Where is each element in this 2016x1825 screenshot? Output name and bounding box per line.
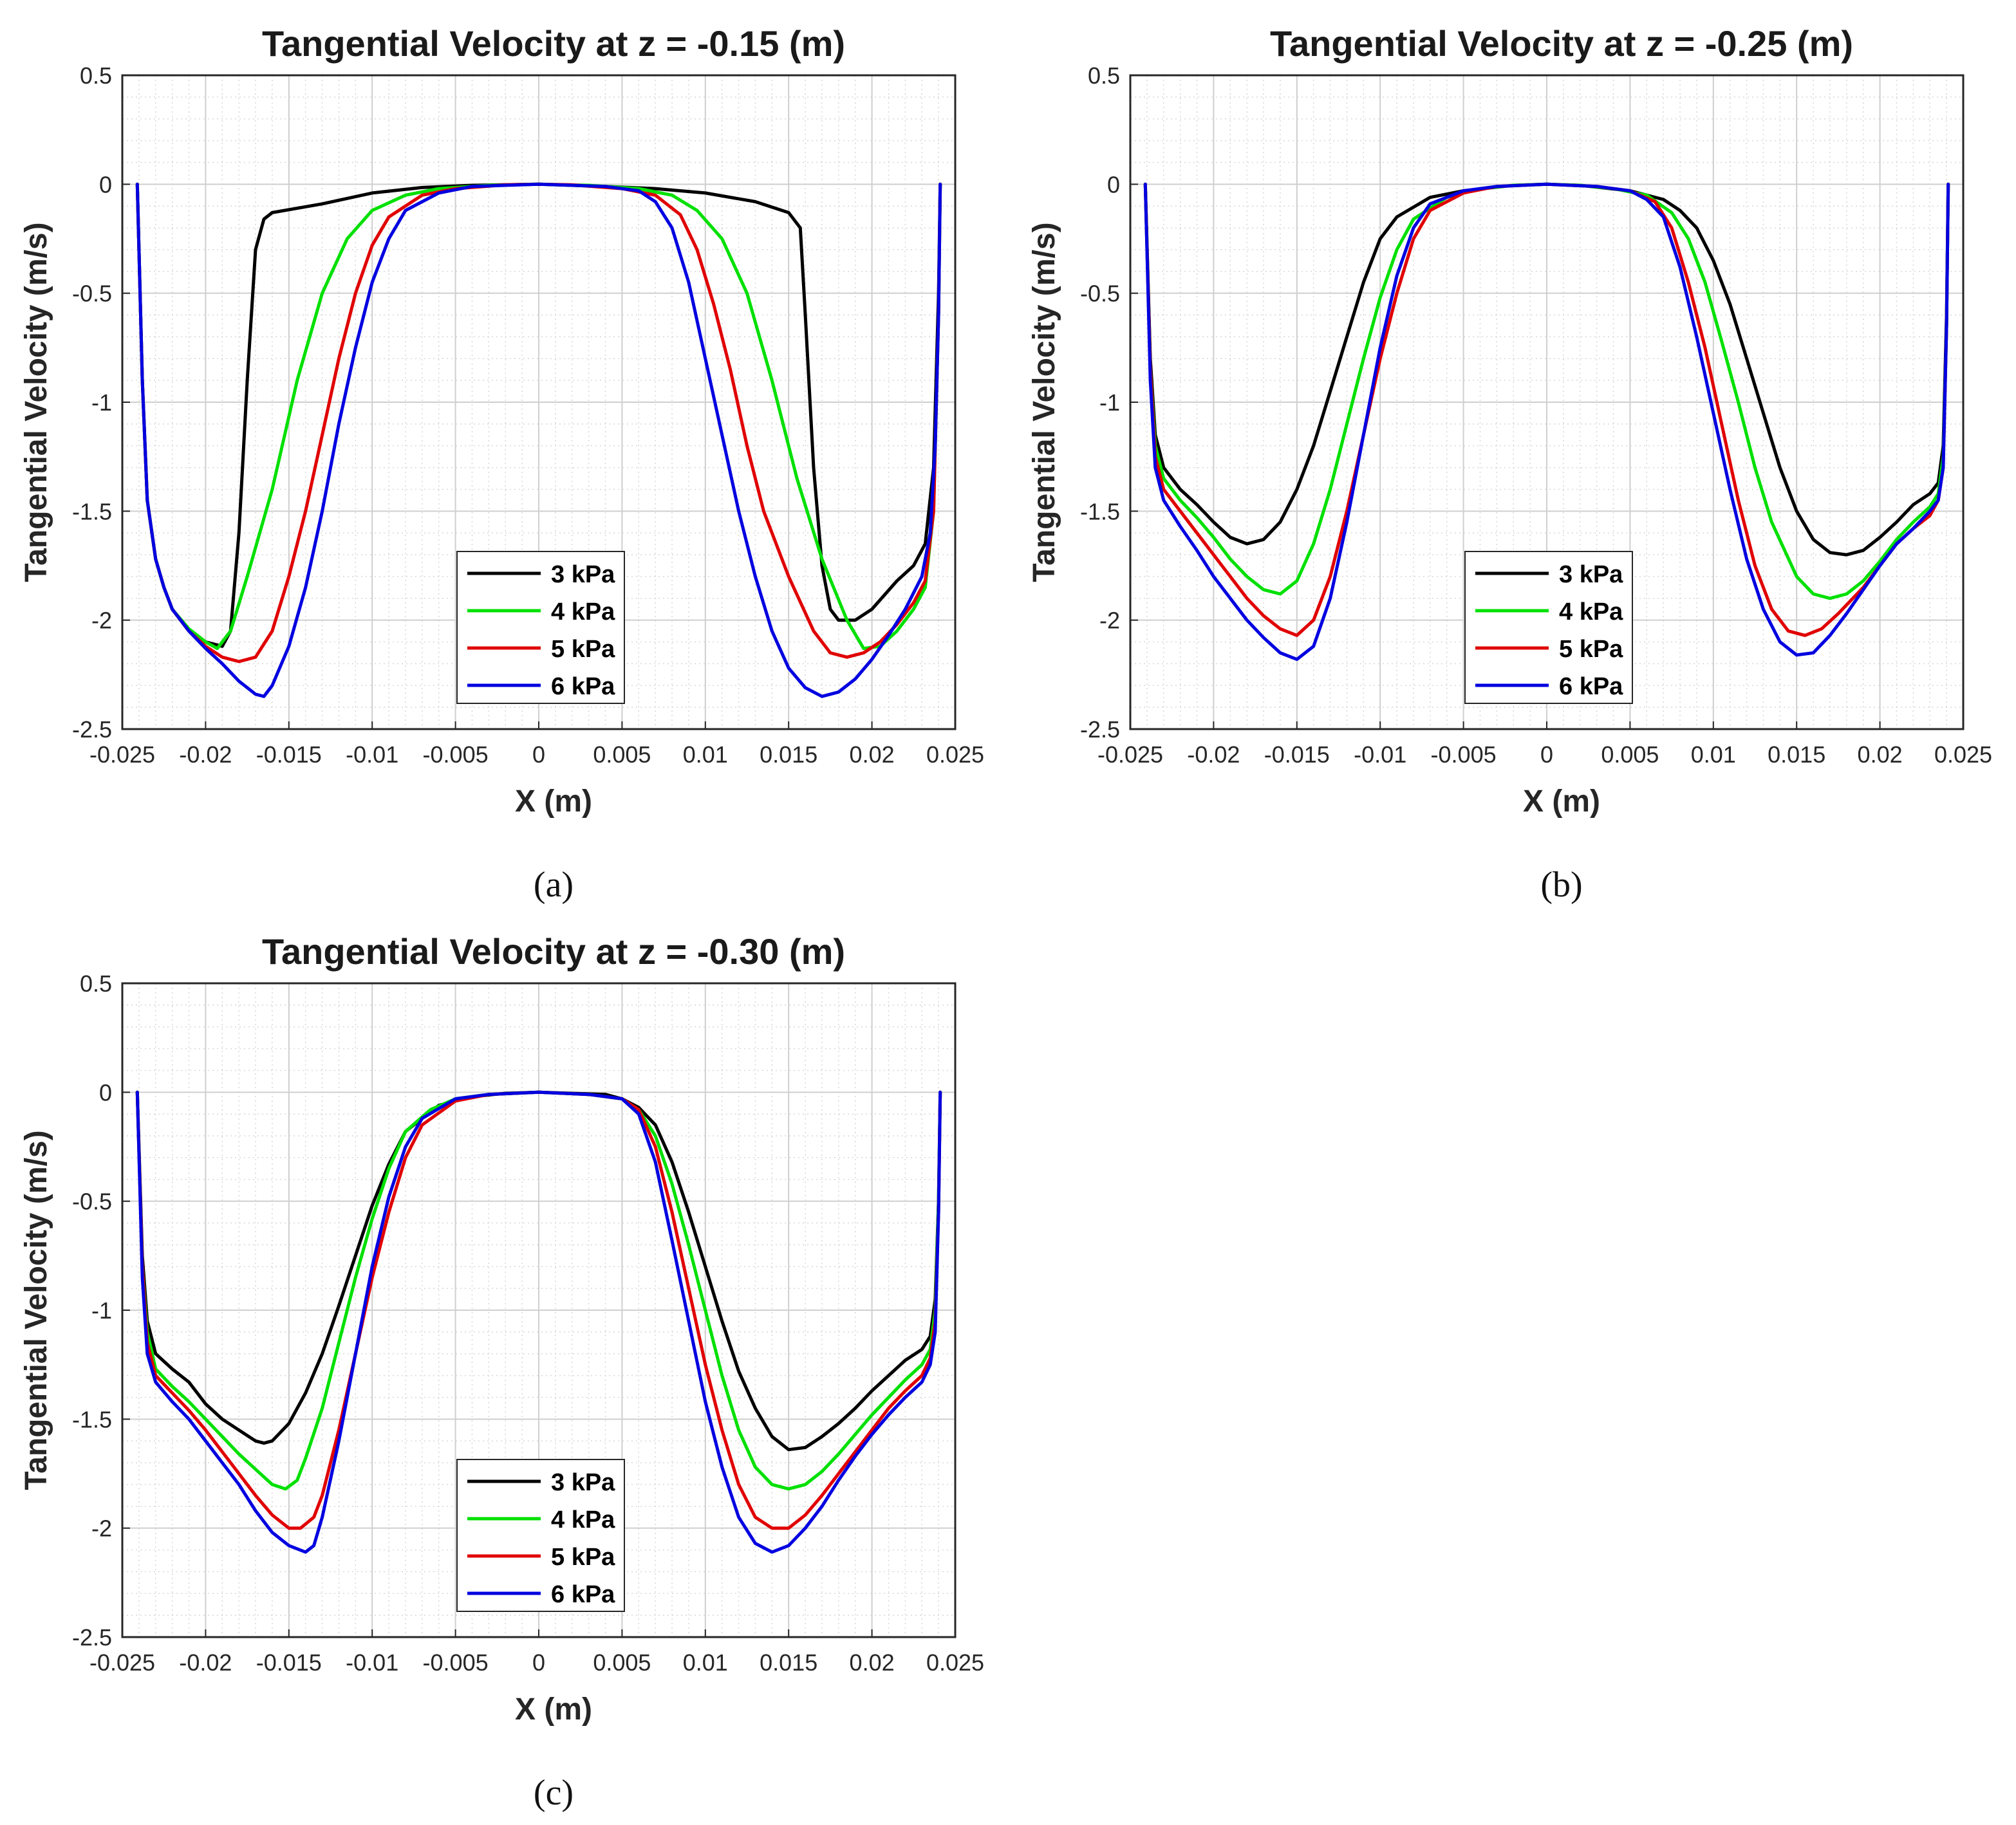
legend-label-3: 5 kPa <box>551 636 615 663</box>
y-tick-label: 0.5 <box>80 62 112 89</box>
y-tick-label: -2.5 <box>72 1624 112 1651</box>
x-tick-label: -0.02 <box>179 1649 232 1676</box>
chart-panel-2: -0.025 -0.02 -0.015 -0.01 -0.005 0 0.005 0.01 0.… <box>1027 23 1992 905</box>
legend-label-4: 6 kPa <box>551 673 615 700</box>
y-tick-label: -1 <box>1099 389 1120 416</box>
legend-box <box>456 1459 625 1612</box>
legend-box <box>456 551 625 704</box>
y-tick-label: -0.5 <box>1080 281 1120 307</box>
series-line-4 <box>1143 182 1950 662</box>
legend-label-3: 5 kPa <box>551 1544 615 1571</box>
x-tick-label: 0.015 <box>1768 741 1825 768</box>
x-tick-label: -0.01 <box>1354 741 1406 768</box>
x-tick-label: -0.015 <box>256 741 322 768</box>
legend-label-3: 5 kPa <box>1559 636 1623 663</box>
legend-label-4: 6 kPa <box>551 1581 615 1608</box>
x-tick-label: 0.01 <box>683 741 728 768</box>
x-tick-label: -0.005 <box>423 1649 489 1676</box>
y-axis-label: Tangential Velocity (m/s) <box>19 1130 53 1490</box>
legend-label-2: 4 kPa <box>1559 598 1623 625</box>
y-tick-label: 0 <box>99 1079 112 1106</box>
x-tick-label: 0.02 <box>850 1649 895 1676</box>
x-tick-label: -0.005 <box>423 741 489 768</box>
chart-title: Tangential Velocity at z = -0.15 (m) <box>262 23 845 64</box>
x-tick-label: 0.025 <box>1934 741 1992 768</box>
y-tick-label: -1 <box>91 1297 112 1324</box>
x-tick-label: 0.01 <box>1691 741 1736 768</box>
legend-box <box>1464 551 1633 704</box>
x-tick-label: 0 <box>532 1649 545 1676</box>
x-tick-label: 0.02 <box>850 741 895 768</box>
x-axis-label: X (m) <box>515 784 592 819</box>
y-tick-label: -2.5 <box>1080 716 1120 743</box>
y-tick-label: 0 <box>99 171 112 198</box>
x-tick-label: 0.025 <box>926 741 984 768</box>
y-tick-label: 0.5 <box>1088 62 1120 89</box>
chart-panel-1: -0.025 -0.02 -0.015 -0.01 -0.005 0 0.005 0.01 0.… <box>19 23 984 905</box>
x-tick-label: -0.01 <box>346 741 398 768</box>
x-tick-label: 0 <box>532 741 545 768</box>
x-axis-label: X (m) <box>515 1692 592 1727</box>
x-tick-label: 0.01 <box>683 1649 728 1676</box>
legend-label-2: 4 kPa <box>551 1506 615 1533</box>
x-tick-label: -0.02 <box>179 741 232 768</box>
y-axis-label: Tangential Velocity (m/s) <box>19 222 53 582</box>
series-line-4 <box>135 1090 942 1554</box>
x-tick-label: 0.005 <box>593 1649 651 1676</box>
y-tick-label: -1 <box>91 389 112 416</box>
chart-title: Tangential Velocity at z = -0.30 (m) <box>262 931 845 972</box>
x-tick-label: 0.025 <box>926 1649 984 1676</box>
panel-caption: (a) <box>534 865 574 905</box>
y-axis-label: Tangential Velocity (m/s) <box>1027 222 1061 582</box>
panel-caption: (b) <box>1540 865 1582 905</box>
x-tick-label: -0.01 <box>346 1649 398 1676</box>
y-tick-label: -0.5 <box>72 1189 112 1215</box>
y-tick-label: -1.5 <box>72 1406 112 1432</box>
legend-label-1: 3 kPa <box>1559 561 1623 588</box>
x-tick-label: 0.02 <box>1858 741 1903 768</box>
x-tick-label: -0.015 <box>256 1649 322 1676</box>
y-tick-label: -0.5 <box>72 281 112 307</box>
y-tick-label: -2 <box>91 1515 112 1542</box>
x-tick-label: -0.025 <box>89 1649 155 1676</box>
x-tick-label: -0.005 <box>1431 741 1497 768</box>
legend: 3 kPa 4 kPa 5 kPa 6 kPa <box>456 551 625 704</box>
chart-panel-3: -0.025 -0.02 -0.015 -0.01 -0.005 0 0.005 0.01 0.… <box>19 931 984 1813</box>
y-tick-label: 0 <box>1107 171 1120 198</box>
legend-label-1: 3 kPa <box>551 1469 615 1496</box>
y-tick-label: -2 <box>1099 607 1120 634</box>
y-tick-label: -1.5 <box>1080 498 1120 524</box>
x-tick-label: 0.015 <box>760 741 817 768</box>
legend-label-1: 3 kPa <box>551 561 615 588</box>
x-tick-label: -0.02 <box>1187 741 1240 768</box>
panel-caption: (c) <box>534 1773 574 1813</box>
y-tick-label: -2 <box>91 607 112 634</box>
y-tick-label: 0.5 <box>80 970 112 997</box>
x-tick-label: 0.005 <box>593 741 651 768</box>
legend-label-2: 4 kPa <box>551 598 615 625</box>
x-axis-label: X (m) <box>1523 784 1600 819</box>
y-tick-label: -2.5 <box>72 716 112 743</box>
x-tick-label: -0.025 <box>89 741 155 768</box>
series-line-4 <box>135 182 942 698</box>
y-tick-label: -1.5 <box>72 498 112 524</box>
x-tick-label: 0.015 <box>760 1649 817 1676</box>
chart-title: Tangential Velocity at z = -0.25 (m) <box>1270 23 1853 64</box>
x-tick-label: 0.005 <box>1601 741 1659 768</box>
legend-label-4: 6 kPa <box>1559 673 1623 700</box>
legend: 3 kPa 4 kPa 5 kPa 6 kPa <box>456 1459 625 1612</box>
x-tick-label: 0 <box>1540 741 1553 768</box>
x-tick-label: -0.025 <box>1097 741 1163 768</box>
x-tick-label: -0.015 <box>1264 741 1330 768</box>
legend: 3 kPa 4 kPa 5 kPa 6 kPa <box>1464 551 1633 704</box>
